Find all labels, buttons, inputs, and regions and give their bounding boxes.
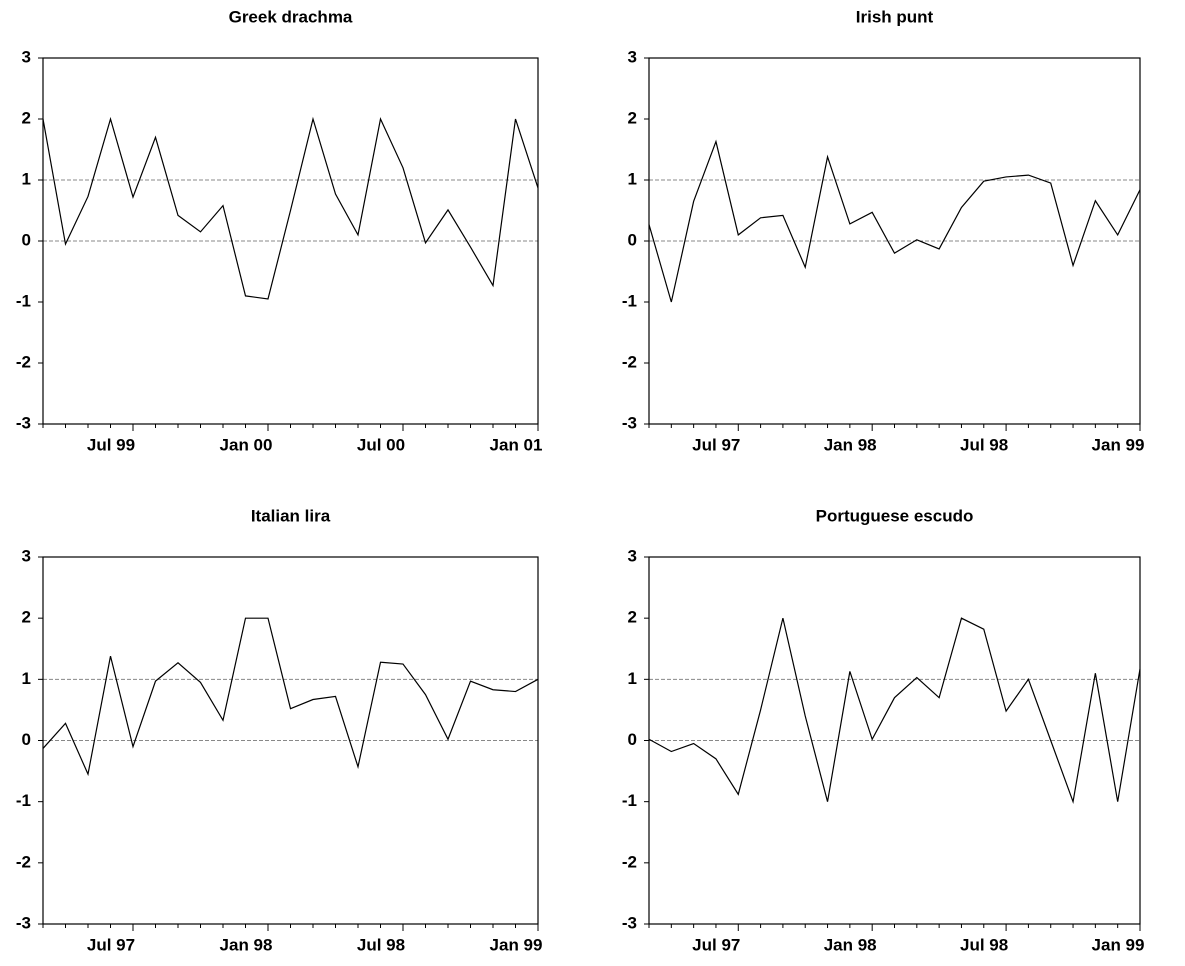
- y-tick-label: -3: [16, 913, 31, 932]
- y-tick-label: 0: [628, 230, 637, 249]
- y-tick-label: -2: [16, 852, 31, 871]
- y-tick-label: 2: [628, 108, 637, 127]
- y-tick-label: 3: [628, 546, 637, 565]
- x-tick-label: Jan 98: [824, 935, 877, 954]
- y-tick-label: -1: [16, 291, 31, 310]
- chart-title: Irish punt: [856, 7, 934, 26]
- y-tick-label: -1: [622, 791, 637, 810]
- y-tick-label: -2: [622, 852, 637, 871]
- x-tick-label: Jan 98: [220, 935, 273, 954]
- data-line: [648, 617, 1141, 804]
- chart-title: Greek drachma: [229, 7, 353, 26]
- chart-title: Italian lira: [251, 506, 331, 525]
- y-tick-label: -1: [16, 791, 31, 810]
- y-tick-label: -2: [622, 352, 637, 371]
- x-tick-label: Jan 98: [824, 435, 877, 454]
- y-tick-label: -2: [16, 352, 31, 371]
- x-tick-label: Jul 99: [87, 435, 135, 454]
- x-tick-label: Jul 98: [960, 935, 1008, 954]
- x-tick-label: Jul 97: [87, 935, 135, 954]
- plot-frame: [42, 556, 539, 925]
- y-tick-label: 2: [22, 108, 31, 127]
- y-tick-label: 0: [22, 230, 31, 249]
- plot-frame: [648, 556, 1141, 925]
- y-tick-label: 1: [628, 669, 637, 688]
- y-tick-label: -3: [16, 413, 31, 432]
- x-tick-label: Jul 97: [692, 935, 740, 954]
- plot-frame: [42, 57, 539, 425]
- y-tick-label: 3: [22, 47, 31, 66]
- data-line: [42, 617, 539, 777]
- y-tick-label: -3: [622, 413, 637, 432]
- y-tick-label: -1: [622, 291, 637, 310]
- x-tick-label: Jan 99: [490, 935, 543, 954]
- y-tick-label: 2: [628, 608, 637, 627]
- plot-frame: [648, 57, 1141, 425]
- y-tick-label: 1: [22, 669, 31, 688]
- data-line: [648, 139, 1141, 303]
- y-tick-label: 2: [22, 608, 31, 627]
- x-tick-label: Jan 01: [490, 435, 543, 454]
- y-tick-label: -3: [622, 913, 637, 932]
- x-tick-label: Jul 98: [357, 935, 405, 954]
- x-tick-label: Jul 98: [960, 435, 1008, 454]
- x-tick-label: Jan 99: [1092, 435, 1145, 454]
- y-tick-label: 1: [628, 169, 637, 188]
- x-tick-label: Jan 00: [220, 435, 273, 454]
- y-tick-label: 1: [22, 169, 31, 188]
- x-tick-label: Jan 99: [1092, 935, 1145, 954]
- y-tick-label: 0: [22, 730, 31, 749]
- chart-title: Portuguese escudo: [816, 506, 974, 525]
- x-tick-label: Jul 97: [692, 435, 740, 454]
- data-line: [42, 116, 539, 300]
- y-tick-label: 3: [628, 47, 637, 66]
- y-tick-label: 3: [22, 546, 31, 565]
- y-tick-label: 0: [628, 730, 637, 749]
- x-tick-label: Jul 00: [357, 435, 405, 454]
